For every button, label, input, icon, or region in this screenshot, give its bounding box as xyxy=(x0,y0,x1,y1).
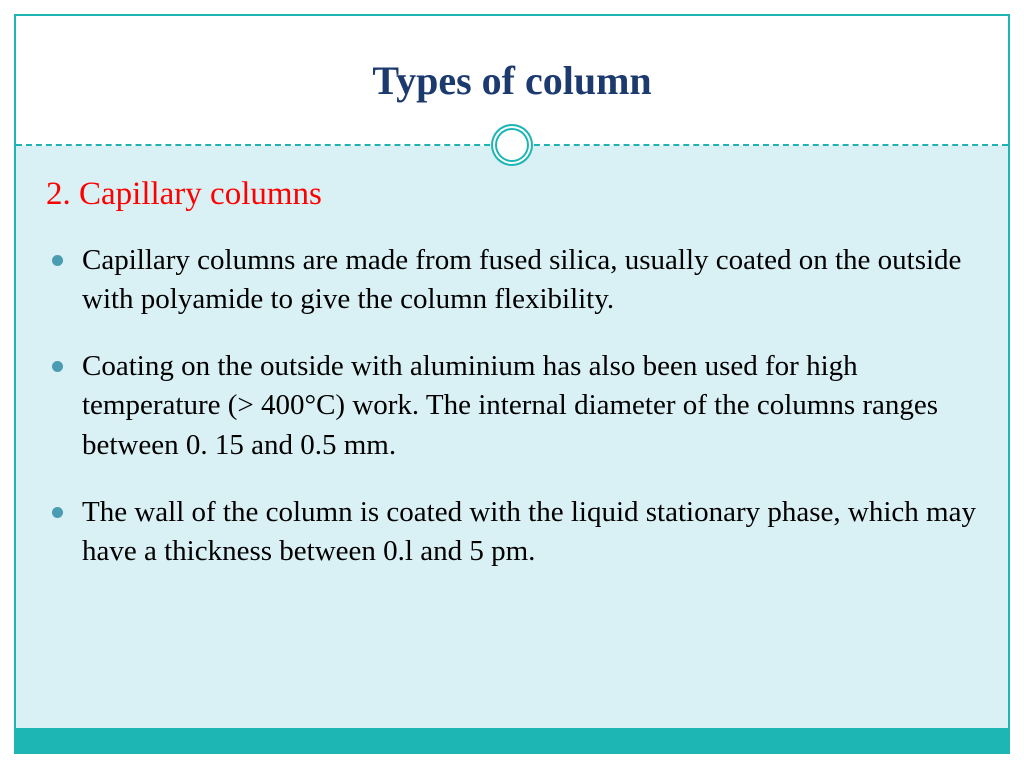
slide-frame: Types of column 2. Capillary columns Cap… xyxy=(14,14,1010,754)
bullet-list: Capillary columns are made from fused si… xyxy=(46,241,978,571)
content-region: 2. Capillary columns Capillary columns a… xyxy=(16,146,1008,728)
bottom-accent-bar xyxy=(16,728,1008,752)
slide-title: Types of column xyxy=(372,57,651,104)
list-item: Capillary columns are made from fused si… xyxy=(46,241,978,319)
circle-ornament-icon xyxy=(491,124,533,166)
list-item: The wall of the column is coated with th… xyxy=(46,493,978,571)
list-item: Coating on the outside with aluminium ha… xyxy=(46,347,978,464)
section-subtitle: 2. Capillary columns xyxy=(46,176,978,213)
